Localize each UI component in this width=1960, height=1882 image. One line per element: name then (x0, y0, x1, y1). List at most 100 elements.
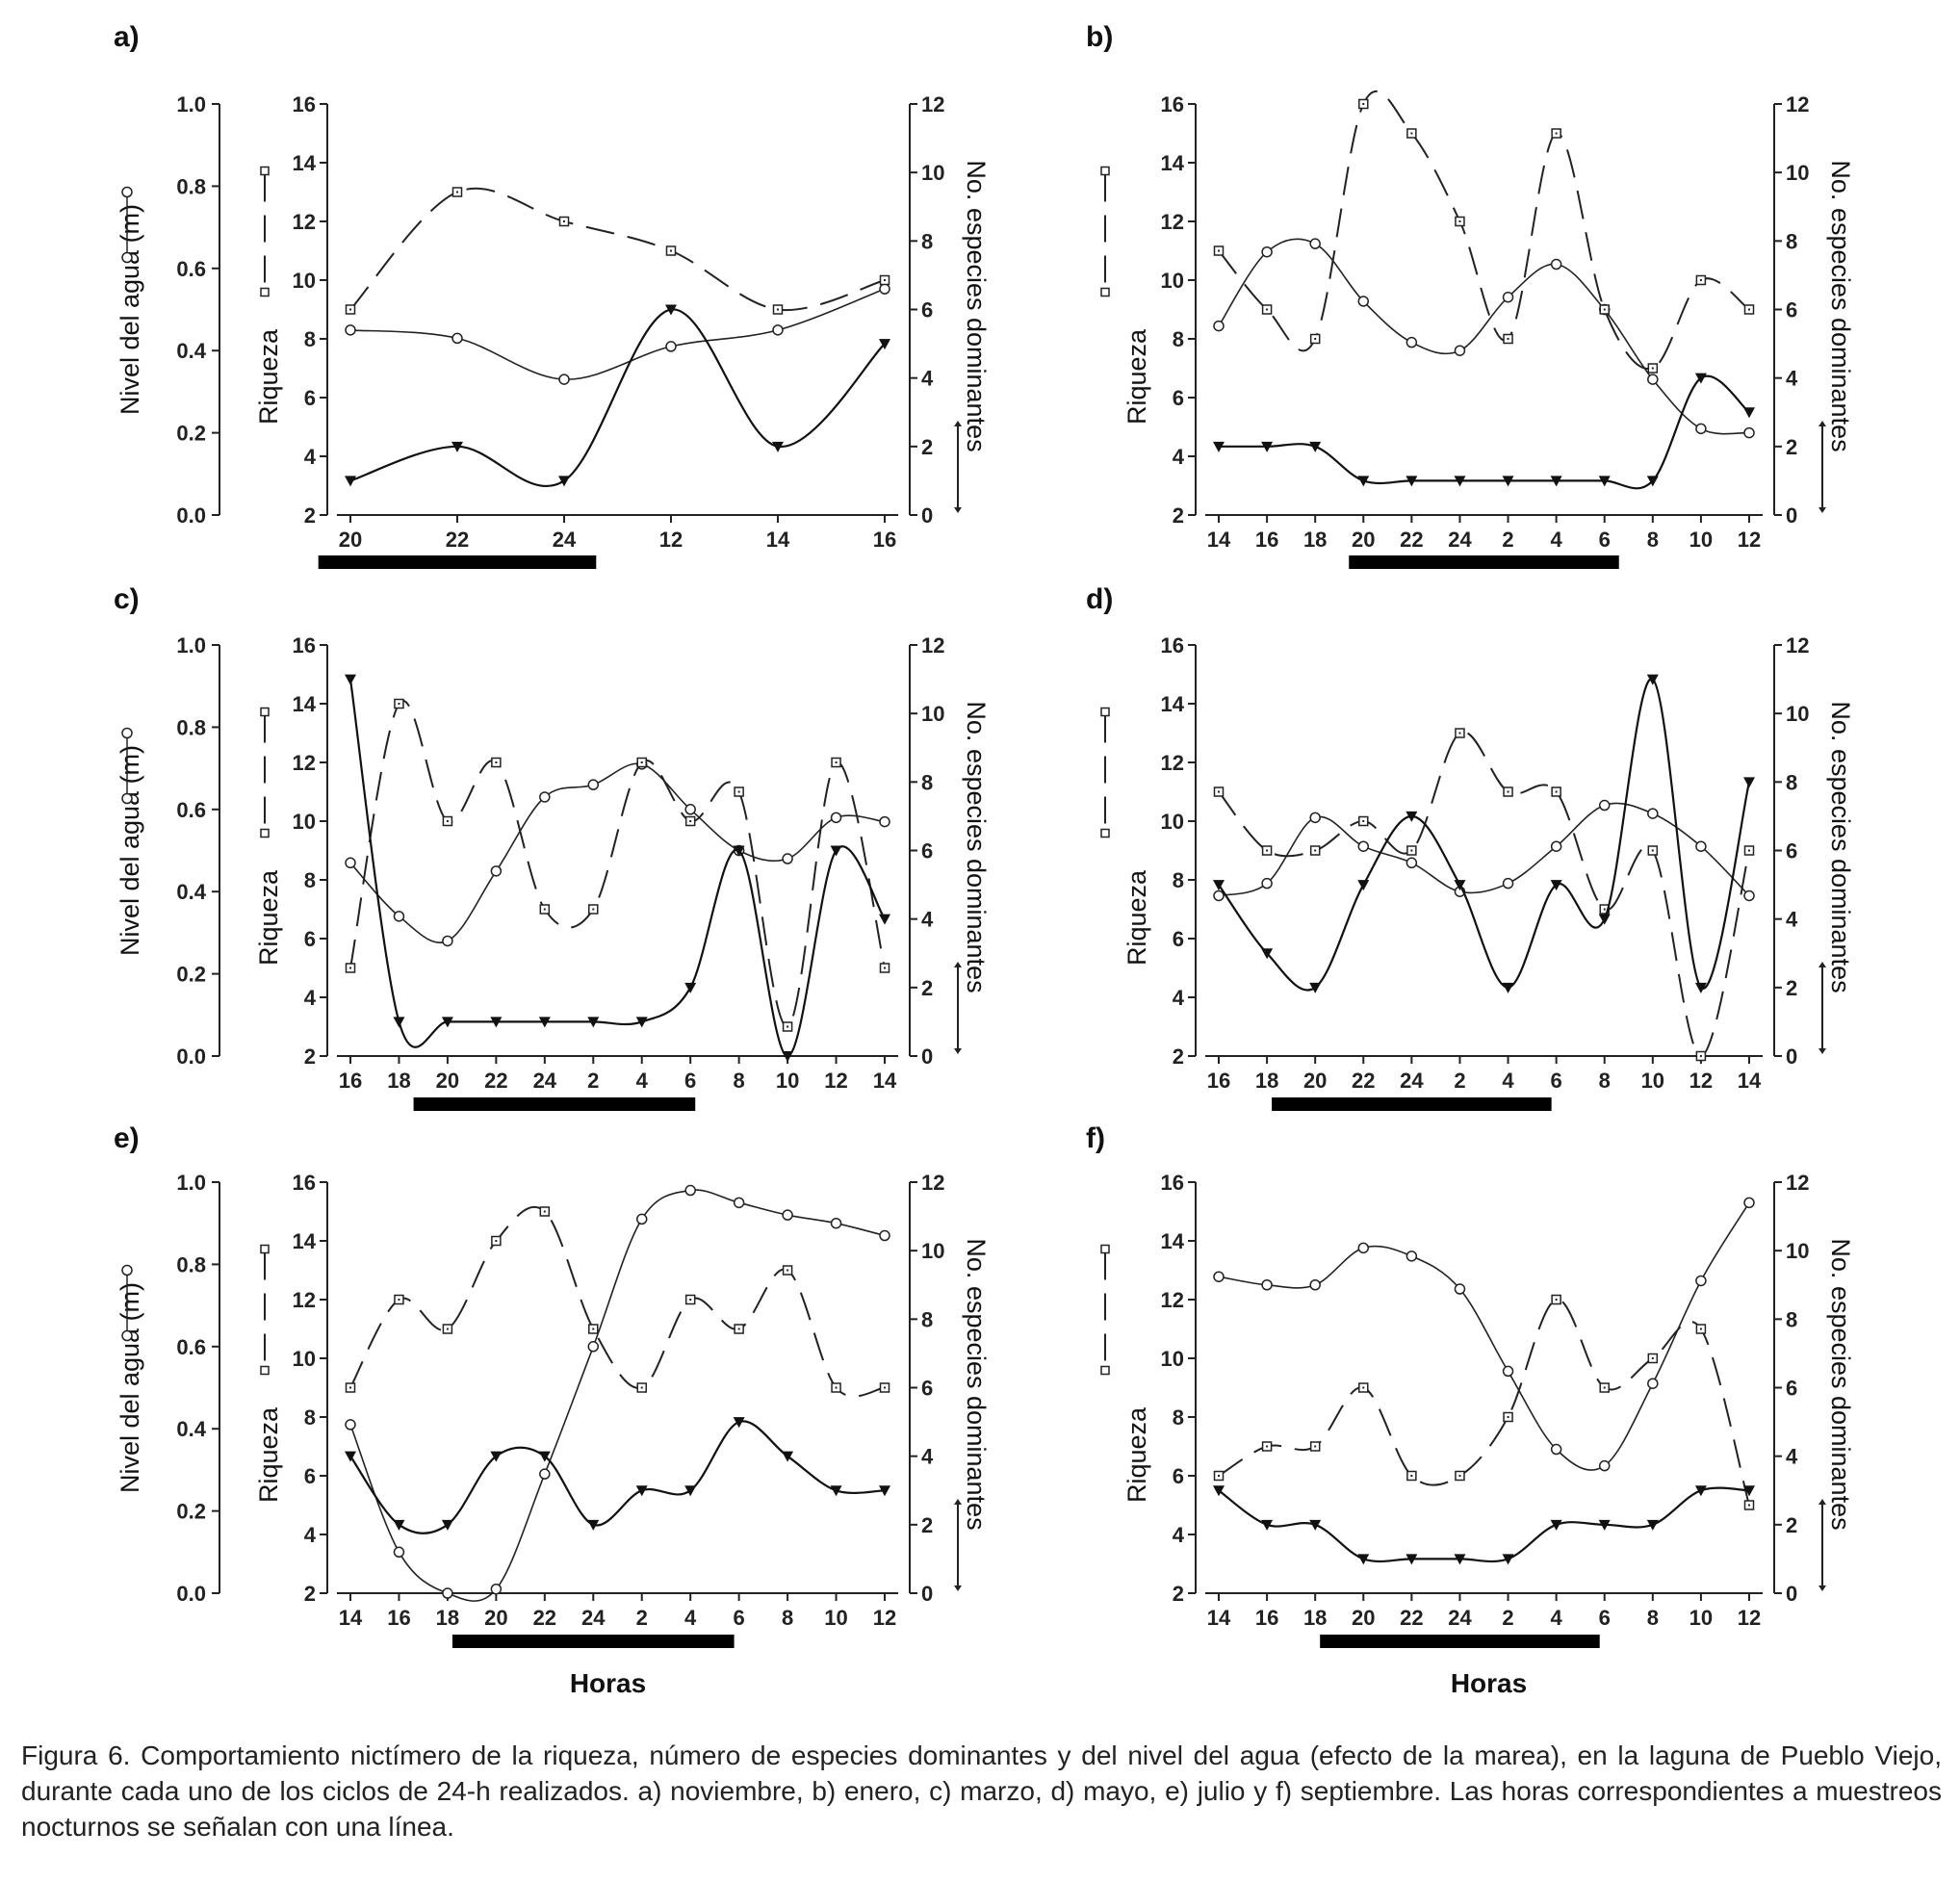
dominant-tick-label: 4 (1786, 908, 1798, 932)
dominant-tick-label: 8 (1786, 229, 1797, 253)
richness-legend-marker (1100, 707, 1110, 717)
richness-point-dot (1507, 790, 1509, 793)
water-point (1309, 1279, 1321, 1291)
richness-point-dot (495, 761, 498, 763)
water-tick-label: 1.0 (176, 1171, 206, 1195)
dominant-tick-label: 4 (921, 908, 934, 932)
richness-point-dot (1458, 1475, 1461, 1477)
richness-tick-label: 4 (304, 986, 317, 1010)
water-point (665, 341, 677, 352)
hour-tick-label: 4 (1551, 1606, 1563, 1630)
richness-legend-marker (260, 287, 270, 297)
hour-tick-label: 14 (1207, 1606, 1231, 1630)
water-tick-label: 0.6 (176, 1335, 206, 1359)
richness-axis: 2 4 6 8 10 12 14 16 Riqueza (1100, 92, 1197, 528)
dominant-point (635, 1017, 648, 1028)
dominant-point (879, 1485, 890, 1497)
dominant-tick-label: 4 (1786, 367, 1798, 391)
dominant-axis-title: No. especies dominantes (962, 1238, 991, 1530)
dominant-point (1694, 982, 1707, 993)
dominant-point (1357, 476, 1370, 487)
panel-label: e) (114, 1122, 140, 1154)
dominant-point (665, 304, 677, 316)
series-triangle (345, 304, 890, 488)
dominant-point (345, 674, 356, 685)
dominant-point (393, 1017, 405, 1028)
water-point (587, 779, 600, 790)
dominant-tick-label: 2 (921, 435, 933, 459)
richness-tick-label: 12 (1161, 751, 1184, 775)
dominant-tick-label: 0 (1786, 1582, 1797, 1606)
richness-tick-label: 12 (293, 210, 316, 234)
richness-tick-label: 10 (1161, 269, 1184, 293)
water-legend-marker (121, 727, 133, 739)
water-point (635, 1213, 648, 1225)
hour-tick-label: 10 (1689, 528, 1713, 552)
richness-tick-label: 14 (293, 1229, 317, 1253)
richness-point-dot (640, 761, 643, 763)
dominant-point (1694, 1485, 1707, 1497)
water-point (1550, 258, 1562, 271)
water-point (1309, 238, 1321, 249)
dominant-axis: 0 2 4 6 8 10 12 No. especies dominantes (909, 633, 991, 1069)
dominant-tick-label: 8 (1786, 770, 1797, 794)
dominant-point (1261, 1519, 1274, 1531)
water-legend-marker (121, 1329, 133, 1342)
dominant-point (1406, 1554, 1418, 1565)
richness-point-dot (1651, 849, 1654, 852)
water-point (1357, 296, 1370, 307)
dominant-tick-label: 12 (1786, 92, 1809, 116)
series-line (349, 699, 886, 1028)
dominant-tick-label: 4 (1786, 1445, 1798, 1469)
richness-axis: 2 4 6 8 10 12 14 16 Riqueza (1100, 633, 1197, 1069)
dominant-tick-label: 6 (921, 1377, 933, 1401)
water-point (1261, 245, 1273, 258)
richness-point-dot (456, 191, 458, 193)
dominant-point (1406, 476, 1418, 487)
richness-point-dot (1507, 338, 1509, 340)
dominant-legend-marker (1818, 1499, 1826, 1505)
water-point (684, 804, 696, 815)
dominant-tick-label: 0 (921, 1582, 933, 1606)
hour-tick-label: 2 (1502, 528, 1513, 552)
dominant-point (345, 476, 356, 487)
richness-tick-label: 14 (293, 151, 317, 175)
dominant-point (1646, 674, 1659, 685)
richness-tick-label: 14 (1161, 1229, 1185, 1253)
water-point (1502, 1365, 1514, 1378)
dominant-point (1357, 880, 1370, 891)
hour-tick-label: 14 (873, 1069, 897, 1093)
water-point (782, 1209, 793, 1221)
dominant-point (1550, 880, 1562, 891)
dominant-axis: 0 2 4 6 8 10 12 No. especies dominantes (909, 1171, 991, 1606)
panel-label: f) (1086, 1122, 1105, 1154)
dominant-point (1550, 476, 1562, 487)
richness-tick-label: 2 (1173, 503, 1184, 528)
hour-tick-label: 4 (1551, 528, 1563, 552)
water-point (1502, 877, 1514, 889)
figure-caption: Figura 6. Comportamiento nictímero de la… (21, 1740, 1942, 1842)
richness-point-dot (1362, 1386, 1365, 1389)
series-line (349, 762, 886, 943)
richness-point-dot (1410, 849, 1413, 852)
dominant-legend-marker (954, 507, 962, 513)
richness-point-dot (543, 1210, 546, 1213)
dominant-legend-marker (954, 421, 962, 426)
richness-point-dot (1410, 132, 1413, 135)
richness-tick-label: 6 (1173, 927, 1184, 951)
dominant-point (1261, 441, 1274, 452)
hour-tick-label: 6 (1599, 1606, 1611, 1630)
richness-legend-marker (1100, 287, 1110, 297)
dominant-tick-label: 12 (921, 633, 944, 657)
hour-tick-label: 22 (533, 1606, 556, 1630)
richness-tick-label: 4 (304, 1523, 317, 1547)
hour-tick-label: 10 (776, 1069, 799, 1093)
dominant-point (538, 1017, 551, 1028)
richness-legend-marker (260, 828, 270, 838)
richness-point-dot (1410, 1475, 1413, 1477)
water-point (1743, 1197, 1755, 1209)
water-point (1695, 1275, 1707, 1287)
water-point (684, 1184, 696, 1197)
